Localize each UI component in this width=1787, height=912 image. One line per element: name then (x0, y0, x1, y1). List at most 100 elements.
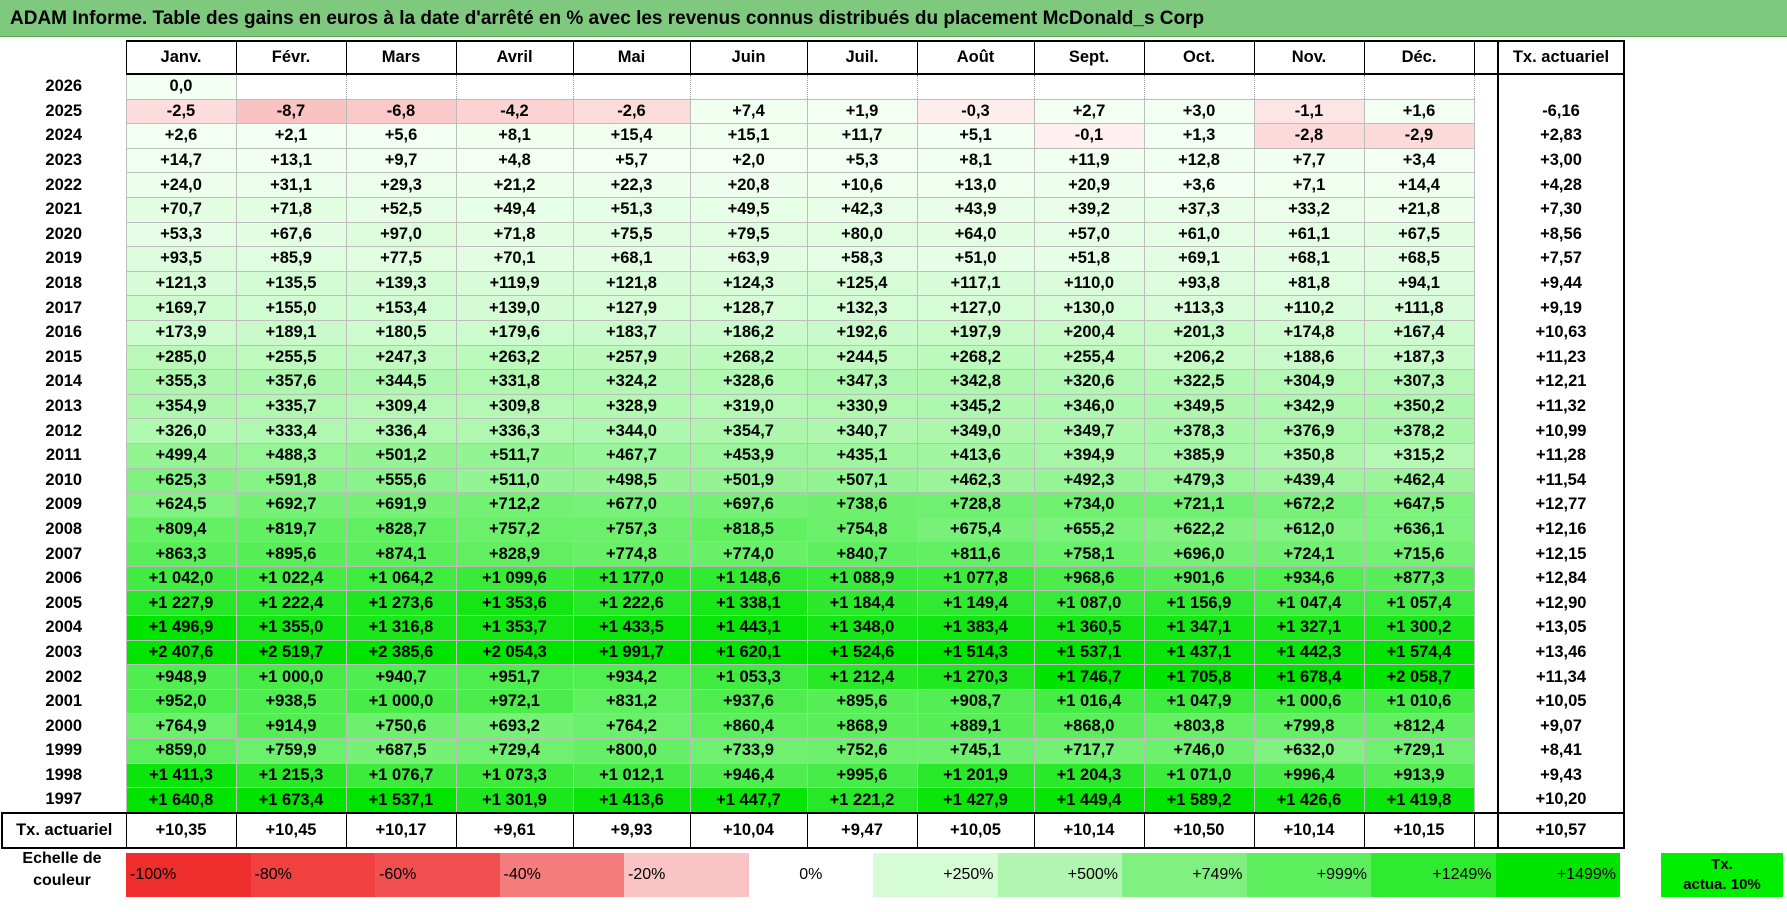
spacer-cell (1473, 40, 1499, 75)
value-cell: +1 177,0 (572, 565, 691, 592)
value-cell: +2,7 (1033, 98, 1145, 125)
value-cell: +811,6 (916, 541, 1035, 567)
table-row: 2017 +169,7 +155,0 +153,4 +139,0 +127,9 +128,7… (2, 295, 1625, 321)
month-header: Juin (689, 40, 808, 75)
value-cell: +800,0 (572, 738, 691, 764)
table-row: 2007 +863,3 +895,6 +874,1 +828,9 +774,8 +774,0… (2, 541, 1625, 567)
table-row: 2000 +764,9 +914,9 +750,6 +693,2 +764,2 +860,4… (2, 713, 1625, 740)
scale-swatch: -80% (250, 853, 375, 897)
value-cell: +385,9 (1143, 442, 1255, 469)
value-cell: +24,0 (125, 172, 237, 198)
value-cell: +2,0 (689, 147, 808, 174)
month-header: Janv. (125, 40, 237, 75)
value-cell: +828,7 (345, 516, 457, 543)
tx-actuariel-cell: +11,28 (1497, 443, 1625, 468)
month-header: Mars (345, 40, 457, 75)
value-cell: +3,0 (1143, 98, 1255, 125)
table-row: 2019 +93,5 +85,9 +77,5 +70,1 +68,1 +63,9 +58,3 +… (2, 246, 1625, 272)
value-cell: +326,0 (125, 418, 237, 444)
value-cell (345, 73, 457, 100)
value-cell: +729,1 (1363, 738, 1475, 764)
value-cell: +453,9 (689, 442, 808, 469)
value-cell: +655,2 (1033, 516, 1145, 543)
month-header: Oct. (1143, 40, 1255, 75)
value-cell: +818,5 (689, 516, 808, 543)
value-cell: +728,8 (916, 492, 1035, 518)
value-cell: +1 227,9 (125, 590, 237, 617)
value-cell: +1 640,8 (125, 787, 237, 814)
value-cell: +247,3 (345, 344, 457, 371)
tx-actuariel-cell: +12,84 (1497, 566, 1625, 591)
spacer-cell (1474, 615, 1498, 641)
value-cell: +1 355,0 (235, 615, 347, 641)
table-row: 1997 +1 640,8 +1 673,4 +1 537,1 +1 301,9 +1 4… (2, 787, 1625, 814)
tx-actuariel-cell: +11,23 (1497, 345, 1625, 370)
value-cell: +946,4 (689, 762, 808, 789)
tx-actuariel-cell: +12,77 (1497, 492, 1625, 518)
value-cell: +97,0 (345, 221, 457, 248)
value-cell: +14,7 (125, 147, 237, 174)
table-row: 2006 +1 042,0 +1 022,4 +1 064,2 +1 099,6 +1 1… (2, 565, 1625, 592)
value-cell: +1 496,9 (125, 615, 237, 641)
value-cell: +492,3 (1033, 467, 1145, 494)
table-row: 1998 +1 411,3 +1 215,3 +1 076,7 +1 073,3 +1 0… (2, 762, 1625, 789)
month-header: Mai (572, 40, 691, 75)
spacer-cell (1474, 468, 1498, 493)
year-label: 2002 (45, 667, 83, 686)
value-cell: +58,3 (806, 246, 918, 272)
value-cell: +33,2 (1253, 196, 1365, 223)
value-cell: +11,9 (1033, 147, 1145, 174)
value-cell: +67,6 (235, 221, 347, 248)
year-label: 2014 (45, 372, 83, 391)
value-cell: +15,1 (689, 123, 808, 149)
footer-value-cell: +10,15 (1363, 811, 1475, 849)
value-cell: +1 338,1 (689, 590, 808, 617)
value-cell: +759,9 (235, 738, 347, 764)
spacer-cell (1474, 566, 1498, 591)
value-cell: +1 016,4 (1033, 688, 1145, 715)
header-row: Janv. Févr. Mars Avril Mai Juin Juil. Août Sept.… (2, 40, 1625, 75)
footer-row: Tx. actuariel +10,35 +10,45 +10,17 +9,61 +9,9… (1, 811, 1625, 849)
value-cell: +501,9 (689, 467, 808, 494)
corner-cell (2, 41, 126, 74)
value-cell: +715,6 (1363, 541, 1475, 567)
value-cell (689, 73, 808, 100)
value-cell: +69,1 (1143, 246, 1255, 272)
spacer-cell (1474, 123, 1498, 149)
value-cell: +61,0 (1143, 221, 1255, 248)
value-cell: +1 221,2 (806, 787, 918, 814)
tx-actuariel-cell: +12,90 (1497, 590, 1625, 616)
value-cell: +57,0 (1033, 221, 1145, 248)
value-cell: +29,3 (345, 172, 457, 198)
value-cell: +934,2 (572, 664, 691, 690)
spacer-cell (1474, 74, 1498, 100)
value-cell: +52,5 (345, 196, 457, 223)
value-cell: +1 574,4 (1363, 639, 1475, 666)
value-cell: +68,5 (1363, 246, 1475, 272)
footer-label: Tx. actuariel (1, 811, 127, 849)
value-cell: +729,4 (455, 738, 574, 764)
value-cell: +21,8 (1363, 196, 1475, 223)
scale-tx-line2: actua. 10% (1683, 876, 1761, 893)
value-cell (916, 73, 1035, 100)
color-scale: -100% -80% -60% -40% -20% 0% +250% +500% +749% +9… (126, 853, 1620, 897)
table-row: 2025 -2,5 -8,7 -6,8 -4,2 -2,6 +7,4 +1,9 -0,3 +2,7… (2, 98, 1625, 125)
value-cell: +119,9 (455, 270, 574, 297)
spacer-cell (1474, 320, 1498, 346)
year-label: 2021 (45, 200, 83, 219)
value-cell: +1 413,6 (572, 787, 691, 814)
value-cell: +1 316,8 (345, 615, 457, 641)
value-cell: +1 042,0 (125, 565, 237, 592)
value-cell: +187,3 (1363, 344, 1475, 371)
value-cell: +3,6 (1143, 172, 1255, 198)
value-cell: +1 204,3 (1033, 762, 1145, 789)
value-cell: +996,4 (1253, 762, 1365, 789)
value-cell: +1 212,4 (806, 664, 918, 690)
value-cell: +49,4 (455, 196, 574, 223)
value-cell: +952,0 (125, 688, 237, 715)
year-label: 2024 (45, 126, 83, 145)
value-cell: +22,3 (572, 172, 691, 198)
tx-actuariel-cell: +8,41 (1497, 738, 1625, 764)
value-cell: +71,8 (455, 221, 574, 248)
value-cell: +1 047,4 (1253, 590, 1365, 617)
